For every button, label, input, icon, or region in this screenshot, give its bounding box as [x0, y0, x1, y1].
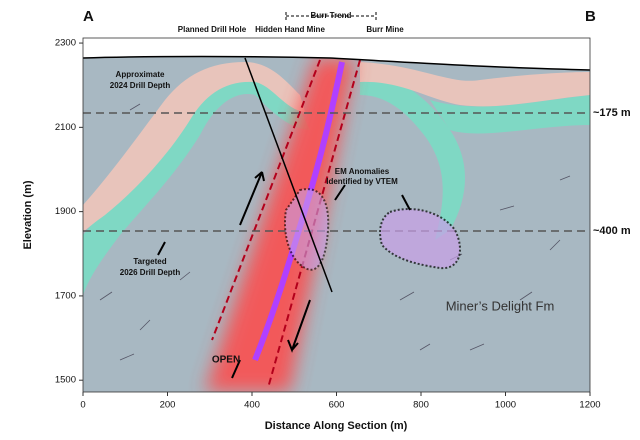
- sky: [83, 38, 590, 70]
- annotation: Hidden Hand Mine: [255, 25, 325, 34]
- annotation: Approximate: [116, 70, 165, 79]
- fault: [211, 59, 321, 341]
- y-tick-label: 2300: [55, 38, 76, 49]
- x-tick-label: 800: [413, 400, 429, 411]
- em-anomaly: [379, 208, 461, 270]
- annotation: ~175 m: [593, 107, 631, 119]
- em-anomaly: [284, 188, 330, 271]
- x-tick-label: 400: [244, 400, 260, 411]
- x-axis-title: Distance Along Section (m): [265, 420, 408, 432]
- drill-hole: [244, 57, 333, 293]
- annotation: Identified by VTEM: [326, 177, 398, 186]
- x-tick-label: 0: [80, 400, 85, 411]
- annotation: EM Anomalies: [335, 167, 390, 176]
- pink-layer: [83, 62, 305, 232]
- annotation: 2024 Drill Depth: [110, 81, 171, 90]
- annotation: Miner’s Delight Fm: [446, 298, 555, 313]
- section-label: B: [585, 8, 596, 25]
- annotation: Planned Drill Hole: [178, 25, 247, 34]
- y-tick-label: 1900: [55, 206, 76, 217]
- pink-layer: [360, 62, 590, 107]
- x-tick-label: 200: [160, 400, 176, 411]
- x-tick-label: 600: [329, 400, 345, 411]
- annotation: Burr Mine: [366, 25, 404, 34]
- trend-bracket: [285, 12, 377, 20]
- section-label: A: [83, 8, 94, 25]
- y-tick-label: 1700: [55, 290, 76, 301]
- annotation: 2026 Drill Depth: [120, 268, 181, 277]
- mineralized-zone: [205, 58, 355, 392]
- annotation: Burr Trend: [311, 11, 352, 20]
- annotation: OPEN: [212, 355, 240, 366]
- annotation: Targeted: [133, 257, 166, 266]
- surface: [83, 55, 590, 71]
- y-tick-label: 1500: [55, 375, 76, 386]
- y-axis-title: Elevation (m): [22, 180, 34, 249]
- geology: [83, 38, 590, 392]
- x-tick-label: 1000: [495, 400, 516, 411]
- annotation: ~400 m: [593, 225, 631, 237]
- x-tick-label: 1200: [579, 400, 600, 411]
- y-tick-label: 2100: [55, 122, 76, 133]
- arrows: [157, 171, 411, 379]
